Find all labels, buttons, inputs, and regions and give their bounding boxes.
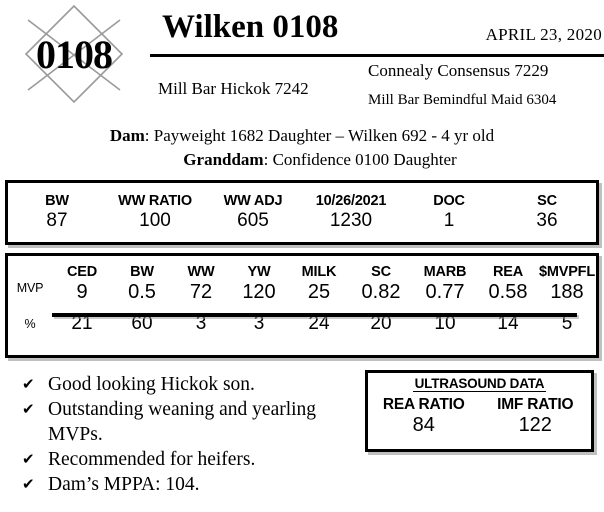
- list-item-label: Outstanding weaning and yearling MVPs.: [48, 399, 317, 445]
- table-row: MVP 9 0.5 72 120 25 0.82 0.77 0.58 188: [8, 281, 596, 309]
- granddam-sire-side-name: Mill Bar Bemindful Maid 6304: [368, 92, 557, 108]
- list-item-label: Dam’s MPPA: 104.: [48, 474, 200, 495]
- epd-value-cell: 0.5: [128, 281, 156, 303]
- list-item: ✔ Good looking Hickok son.: [22, 372, 362, 397]
- title-divider: [150, 54, 604, 57]
- table-header-row: BW WW RATIO WW ADJ 10/26/2021 DOC SC: [8, 183, 596, 210]
- page-title: Wilken 0108: [162, 9, 339, 45]
- epd-header-cell: BW: [130, 264, 154, 280]
- performance-data-box: BW WW RATIO WW ADJ 10/26/2021 DOC SC 87 …: [5, 180, 599, 245]
- epd-header-cell: WW: [187, 264, 215, 280]
- perf-value-cell: 87: [46, 210, 68, 231]
- epd-percentile-cell: 24: [308, 313, 330, 334]
- epd-percentile-cell: 5: [561, 313, 573, 334]
- epd-header-cell: MILK: [301, 264, 337, 280]
- list-item: ✔ Recommended for heifers.: [22, 447, 362, 472]
- epd-value-cell: 9: [76, 281, 88, 303]
- table-row: % 21 60 3 3 24 20 10 14 5: [8, 309, 596, 339]
- epd-percentile-cell: 20: [370, 313, 392, 334]
- epd-value-cell: 25: [307, 281, 331, 303]
- epd-mvp-box: CED BW WW YW MILK SC MARB REA $MVPFL MVP…: [5, 253, 599, 358]
- epd-percentile-cell: 21: [71, 313, 93, 334]
- list-item-label: Recommended for heifers.: [48, 449, 256, 470]
- checkmark-icon: ✔: [22, 475, 35, 493]
- epd-value-cell: 72: [189, 281, 213, 303]
- perf-header-cell: WW RATIO: [118, 193, 192, 209]
- perf-header-cell: SC: [537, 193, 557, 209]
- perf-value-cell: 1230: [329, 210, 373, 231]
- lot-header: 0108 Wilken 0108 APRIL 23, 2020 Mill Bar…: [0, 0, 604, 112]
- table-header-row: REA RATIO IMF RATIO: [368, 391, 591, 414]
- table-row: 84 122: [368, 414, 591, 442]
- perf-header-cell: 10/26/2021: [315, 193, 387, 209]
- checkmark-icon: ✔: [22, 375, 35, 393]
- epd-header-cell: $MVPFL: [539, 264, 595, 280]
- performance-table: BW WW RATIO WW ADJ 10/26/2021 DOC SC 87 …: [8, 183, 596, 240]
- epd-value-cell: 0.58: [488, 281, 528, 303]
- granddam-value: : Confidence 0100 Daughter: [263, 150, 457, 169]
- table-header-row: CED BW WW YW MILK SC MARB REA $MVPFL: [8, 256, 596, 281]
- perf-value-cell: 1: [443, 210, 455, 231]
- checkmark-icon: ✔: [22, 400, 35, 418]
- dam-line: Dam: Payweight 1682 Daughter – Wilken 69…: [0, 126, 604, 146]
- granddam-line: Granddam: Confidence 0100 Daughter: [0, 150, 604, 170]
- perf-value-cell: 100: [139, 210, 171, 231]
- granddam-label: Granddam: [183, 150, 264, 169]
- epd-percentile-cell: 60: [131, 313, 153, 334]
- epd-percentile-cell: 3: [195, 313, 207, 334]
- epd-percentile-cell: 10: [434, 313, 456, 334]
- epd-value-cell: 120: [242, 281, 276, 303]
- list-item: ✔ Outstanding weaning and yearling MVPs.: [22, 397, 362, 447]
- ultrasound-value-cell: 84: [412, 414, 435, 436]
- dam-label: Dam: [109, 126, 145, 145]
- epd-mvp-table: CED BW WW YW MILK SC MARB REA $MVPFL MVP…: [8, 256, 596, 339]
- perf-value-cell: 605: [237, 210, 269, 231]
- ultrasound-title: ULTRASOUND DATA: [368, 376, 591, 392]
- epd-header-cell: YW: [247, 264, 271, 280]
- ultrasound-title-text: ULTRASOUND DATA: [412, 376, 547, 392]
- epd-value-cell: 188: [550, 281, 584, 303]
- ultrasound-table: REA RATIO IMF RATIO 84 122: [368, 391, 591, 442]
- sire-name: Mill Bar Hickok 7242: [158, 79, 309, 98]
- perf-header-cell: WW ADJ: [223, 193, 283, 209]
- epd-percentile-cell: 3: [253, 313, 265, 334]
- checkmark-icon: ✔: [22, 450, 35, 468]
- diamond-brand-icon: 0108: [4, 2, 144, 106]
- ultrasound-data-box: ULTRASOUND DATA REA RATIO IMF RATIO 84 1…: [365, 370, 594, 452]
- epd-header-cell: MARB: [423, 264, 467, 280]
- perf-value-cell: 36: [536, 210, 558, 231]
- epd-header-cell: CED: [66, 264, 97, 280]
- ultrasound-header-cell: IMF RATIO: [497, 396, 574, 413]
- list-item-label: Good looking Hickok son.: [48, 374, 255, 395]
- sale-date: APRIL 23, 2020: [485, 25, 602, 44]
- perf-header-cell: BW: [45, 193, 69, 209]
- epd-value-cell: 0.77: [425, 281, 465, 303]
- epd-row-label-mvp: MVP: [16, 281, 44, 295]
- table-row: 87 100 605 1230 1 36: [8, 210, 596, 240]
- grandsire-name: Connealy Consensus 7229: [368, 61, 549, 80]
- ultrasound-value-cell: 122: [518, 414, 552, 436]
- epd-percentile-divider: [52, 313, 577, 317]
- notes-list: ✔ Good looking Hickok son. ✔ Outstanding…: [22, 372, 362, 497]
- perf-header-cell: DOC: [433, 193, 465, 209]
- epd-header-cell: REA: [492, 264, 523, 280]
- epd-header-cell: SC: [371, 264, 391, 280]
- epd-corner-cell: [8, 256, 52, 281]
- ultrasound-header-cell: REA RATIO: [382, 396, 465, 413]
- epd-value-cell: 0.82: [361, 281, 401, 303]
- lot-number: 0108: [36, 31, 113, 77]
- epd-percentile-cell: 14: [497, 313, 519, 334]
- dam-value: : Payweight 1682 Daughter – Wilken 692 -…: [144, 126, 495, 145]
- list-item: ✔ Dam’s MPPA: 104.: [22, 472, 362, 497]
- epd-row-label-percentile: %: [24, 317, 36, 331]
